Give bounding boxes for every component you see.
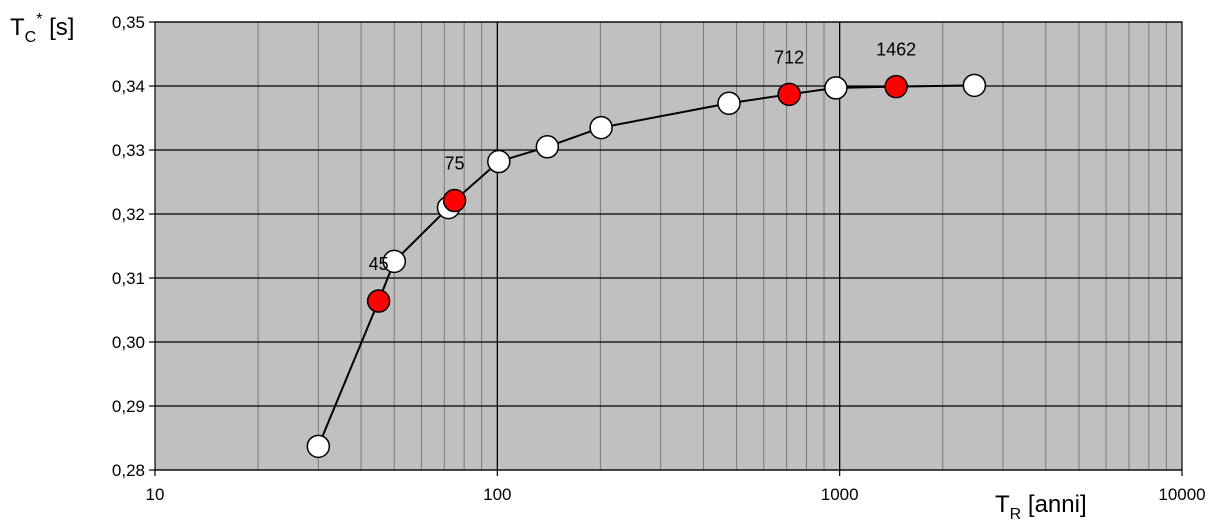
data-point bbox=[487, 149, 511, 174]
y-tick-label: 0,35 bbox=[112, 13, 145, 32]
point-annotation-label: 712 bbox=[774, 47, 804, 67]
x-tick-label: 10 bbox=[146, 485, 165, 504]
x-tick-label: 1000 bbox=[821, 485, 859, 504]
y-axis-title-rest: [s] bbox=[42, 14, 74, 41]
y-tick-label: 0,34 bbox=[112, 77, 145, 96]
y-tick-label: 0,30 bbox=[112, 333, 145, 352]
data-point bbox=[824, 76, 848, 100]
point-annotation-label: 45 bbox=[369, 254, 389, 274]
data-point bbox=[589, 115, 613, 140]
point-annotation-label: 75 bbox=[445, 154, 465, 174]
data-point bbox=[306, 434, 331, 459]
plot-border bbox=[154, 21, 1183, 471]
y-axis-title: TC* [s] bbox=[10, 11, 74, 46]
data-point-highlighted bbox=[366, 289, 391, 313]
data-points bbox=[306, 73, 987, 459]
y-axis-title-sup: * bbox=[36, 11, 42, 28]
y-axis-title-main: T bbox=[10, 14, 25, 41]
x-tick-labels: 10 100 1000 10000 bbox=[146, 470, 1206, 504]
y-tick-label: 0,33 bbox=[112, 141, 145, 160]
x-tick-label: 100 bbox=[483, 485, 511, 504]
x-tick-label: 10000 bbox=[1158, 485, 1205, 504]
y-axis-title-sub: C bbox=[25, 29, 37, 46]
point-annotations: 45 75 712 1462 bbox=[369, 40, 917, 274]
grid bbox=[155, 21, 1182, 471]
x-axis-title: TR [anni] bbox=[995, 491, 1087, 520]
data-point bbox=[535, 135, 560, 159]
x-axis-title-sub: R bbox=[1010, 506, 1022, 520]
data-point-highlighted bbox=[777, 82, 801, 107]
data-point-highlighted bbox=[884, 74, 908, 99]
y-tick-label: 0,28 bbox=[112, 461, 145, 480]
y-tick-label: 0,29 bbox=[112, 397, 145, 416]
data-point bbox=[962, 73, 987, 98]
data-point bbox=[382, 249, 407, 274]
x-axis-title-main: T bbox=[995, 491, 1010, 518]
data-point bbox=[717, 91, 741, 116]
point-annotation-label: 1462 bbox=[876, 40, 916, 60]
y-tick-labels: 0,28 0,29 0,30 0,31 0,32 0,33 0,34 0,35 bbox=[112, 13, 155, 480]
y-tick-label: 0,31 bbox=[112, 269, 145, 288]
x-axis-title-rest: [anni] bbox=[1021, 491, 1086, 518]
plot-area bbox=[155, 22, 1182, 470]
y-tick-label: 0,32 bbox=[112, 205, 145, 224]
data-point-highlighted bbox=[442, 188, 467, 213]
